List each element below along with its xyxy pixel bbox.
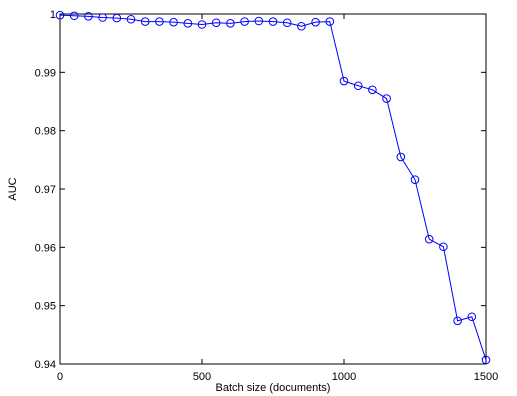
data-point xyxy=(211,18,221,28)
data-point xyxy=(98,13,107,22)
data-point xyxy=(55,10,65,20)
data-point xyxy=(424,234,434,244)
data-point xyxy=(69,11,79,21)
y-tick-label: 0.94 xyxy=(35,359,56,371)
x-tick-label: 500 xyxy=(193,371,211,383)
x-tick-label: 1000 xyxy=(332,371,356,383)
data-point xyxy=(311,17,320,27)
data-point xyxy=(353,81,363,91)
data-point xyxy=(112,13,122,23)
y-axis-label: AUC xyxy=(7,177,19,200)
data-point xyxy=(282,18,292,28)
data-point xyxy=(396,152,406,162)
y-tick-label: 0.99 xyxy=(35,67,56,79)
data-point xyxy=(368,85,377,95)
data-point xyxy=(410,175,420,184)
data-point xyxy=(268,17,278,26)
data-point xyxy=(155,17,164,26)
plot-area xyxy=(59,13,487,365)
series-markers xyxy=(55,10,491,365)
axis-tick-labels: 0 500 1000 1500 0.94 0.95 0.96 0.97 0.98 0.99 1 xyxy=(35,9,499,383)
data-point xyxy=(84,12,93,21)
data-point xyxy=(140,17,150,26)
data-point xyxy=(439,242,448,252)
data-point xyxy=(240,17,249,26)
y-tick-label: 0.98 xyxy=(35,126,56,138)
y-tick-label: 0.95 xyxy=(35,301,56,313)
x-tick-label: 1500 xyxy=(474,371,498,383)
y-tick-label: 1 xyxy=(50,9,56,21)
data-point xyxy=(467,312,477,322)
data-point xyxy=(126,14,136,24)
data-point xyxy=(183,19,193,28)
series-line xyxy=(59,14,487,361)
data-point xyxy=(481,355,491,365)
data-point xyxy=(297,21,306,31)
x-axis-label: Batch size (documents) xyxy=(216,382,331,394)
x-tick-label: 0 xyxy=(57,371,63,383)
data-point xyxy=(169,17,178,27)
axis-ticks xyxy=(59,13,487,365)
y-tick-label: 0.96 xyxy=(35,242,56,254)
data-point xyxy=(197,20,207,29)
y-tick-label: 0.97 xyxy=(35,184,56,196)
data-point xyxy=(339,76,349,86)
data-point xyxy=(382,94,391,103)
data-point xyxy=(226,19,235,28)
data-point xyxy=(254,16,264,26)
data-point xyxy=(453,316,462,326)
data-point xyxy=(325,17,335,26)
